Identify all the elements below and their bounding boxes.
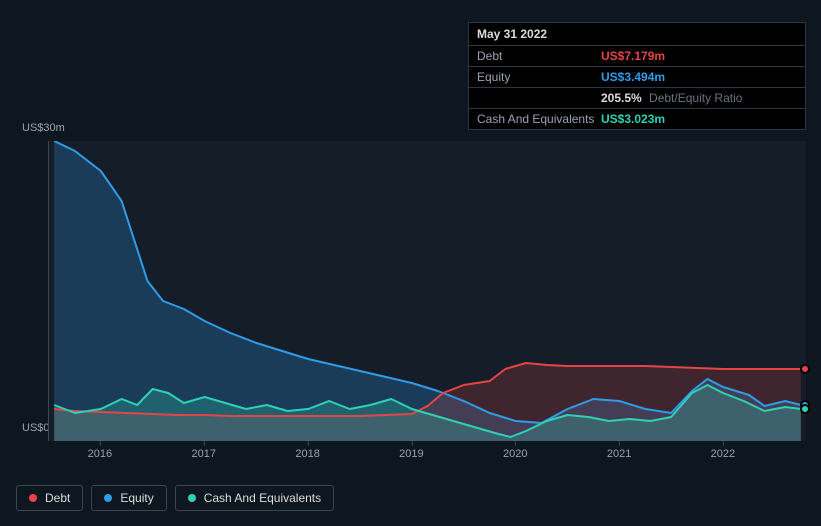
chart-legend: Debt Equity Cash And Equivalents bbox=[16, 485, 334, 511]
tooltip-row-ratio: 205.5% Debt/Equity Ratio bbox=[469, 88, 805, 109]
legend-label: Cash And Equivalents bbox=[204, 491, 321, 505]
legend-label: Debt bbox=[45, 491, 70, 505]
x-tick: 2022 bbox=[711, 448, 735, 460]
x-tick: 2019 bbox=[399, 448, 423, 460]
legend-label: Equity bbox=[120, 491, 153, 505]
y-axis-min-label: US$0 bbox=[22, 422, 50, 434]
chart-tooltip: May 31 2022 Debt US$7.179m Equity US$3.4… bbox=[468, 22, 806, 130]
tooltip-row-cash: Cash And Equivalents US$3.023m bbox=[469, 109, 805, 129]
chart-plot-area[interactable] bbox=[48, 141, 806, 441]
x-tick: 2020 bbox=[503, 448, 527, 460]
tooltip-ratio-spacer bbox=[477, 91, 601, 105]
tooltip-debt-value: US$7.179m bbox=[601, 49, 665, 63]
circle-icon bbox=[188, 494, 196, 502]
tooltip-debt-label: Debt bbox=[477, 49, 601, 63]
tooltip-row-debt: Debt US$7.179m bbox=[469, 46, 805, 67]
y-axis-max-label: US$30m bbox=[22, 122, 65, 134]
circle-icon bbox=[29, 494, 37, 502]
tooltip-cash-value: US$3.023m bbox=[601, 112, 665, 126]
legend-item-equity[interactable]: Equity bbox=[91, 485, 166, 511]
tooltip-ratio-pct: 205.5% bbox=[601, 91, 642, 105]
tooltip-row-equity: Equity US$3.494m bbox=[469, 67, 805, 88]
legend-item-cash[interactable]: Cash And Equivalents bbox=[175, 485, 334, 511]
x-tick: 2017 bbox=[192, 448, 216, 460]
x-tick: 2016 bbox=[88, 448, 112, 460]
chart-svg bbox=[49, 141, 806, 441]
x-tick: 2018 bbox=[295, 448, 319, 460]
circle-icon bbox=[104, 494, 112, 502]
end-marker-cash bbox=[800, 404, 810, 414]
tooltip-date: May 31 2022 bbox=[469, 23, 805, 46]
x-tick: 2021 bbox=[607, 448, 631, 460]
end-marker-debt bbox=[800, 364, 810, 374]
tooltip-equity-value: US$3.494m bbox=[601, 70, 665, 84]
legend-item-debt[interactable]: Debt bbox=[16, 485, 83, 511]
tooltip-equity-label: Equity bbox=[477, 70, 601, 84]
tooltip-cash-label: Cash And Equivalents bbox=[477, 112, 601, 126]
tooltip-ratio-label: Debt/Equity Ratio bbox=[649, 91, 742, 105]
x-axis: 2016 2017 2018 2019 2020 2021 2022 bbox=[48, 445, 806, 465]
